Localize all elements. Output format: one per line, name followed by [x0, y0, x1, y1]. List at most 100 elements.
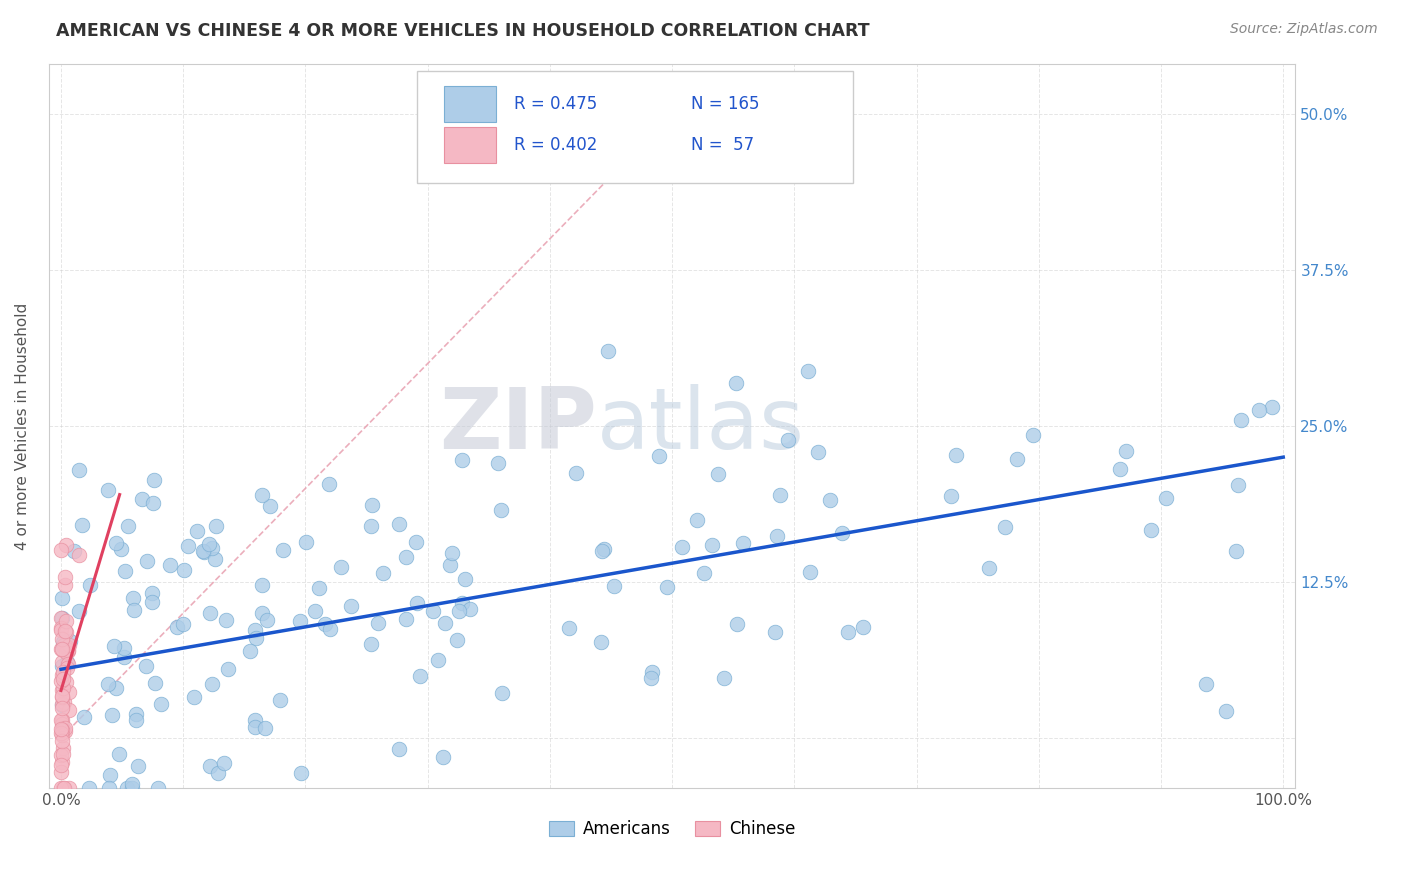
Point [55, 674, 77, 689]
Point [52, 673, 75, 687]
Point [243, 721, 266, 735]
Point [51, 611, 73, 625]
Point [143, 676, 166, 690]
Point [49, 780, 72, 795]
Point [51, 591, 73, 605]
Point [288, 614, 311, 628]
Point [330, 560, 353, 574]
Point [52, 780, 75, 795]
Point [702, 538, 724, 552]
Point [51, 624, 73, 638]
Point [460, 602, 482, 616]
Point [79, 577, 101, 591]
Point [820, 492, 842, 507]
Point [159, 558, 181, 573]
Point [51, 632, 73, 647]
Point [173, 563, 195, 577]
Point [135, 659, 157, 673]
Point [141, 496, 163, 510]
Point [149, 698, 172, 712]
Point [713, 671, 735, 685]
Point [406, 596, 429, 610]
Point [200, 607, 222, 621]
Point [141, 595, 163, 609]
Point [49, 765, 72, 780]
Point [314, 616, 336, 631]
Point [59, 633, 82, 648]
Point [114, 564, 136, 578]
Point [1249, 403, 1271, 417]
Point [55, 661, 77, 675]
Point [254, 722, 277, 736]
Point [51, 741, 73, 756]
Point [55, 645, 77, 659]
Point [131, 492, 153, 507]
Point [49, 611, 72, 625]
Point [49, 642, 72, 657]
Point [117, 519, 139, 533]
Point [941, 489, 963, 503]
Point [769, 488, 792, 502]
Point [558, 621, 581, 635]
Point [360, 637, 382, 651]
Point [440, 546, 463, 560]
Point [693, 566, 716, 580]
Point [451, 596, 474, 610]
Point [53, 723, 76, 738]
Text: Source: ZipAtlas.com: Source: ZipAtlas.com [1230, 22, 1378, 37]
Point [53, 570, 76, 584]
Point [51, 717, 73, 731]
Point [388, 742, 411, 756]
Point [198, 759, 221, 773]
Point [51, 726, 73, 740]
Point [103, 639, 125, 653]
Point [603, 579, 626, 593]
Point [55, 624, 77, 638]
Point [177, 539, 200, 553]
Point [193, 544, 215, 558]
Point [55, 615, 77, 629]
Point [290, 765, 312, 780]
Point [214, 614, 236, 628]
Point [53, 694, 76, 708]
Point [395, 612, 418, 626]
Point [51, 723, 73, 737]
Point [56, 655, 79, 669]
Point [51, 655, 73, 669]
Point [256, 613, 278, 627]
Point [1021, 428, 1043, 442]
Point [367, 615, 389, 630]
Point [51, 698, 73, 712]
Point [110, 542, 132, 557]
Point [685, 513, 707, 527]
Point [408, 669, 430, 683]
Point [73, 710, 96, 724]
Point [491, 686, 513, 700]
Text: R = 0.402: R = 0.402 [513, 136, 598, 154]
Point [52, 747, 75, 761]
Point [70, 518, 93, 533]
Point [201, 677, 224, 691]
Point [308, 582, 330, 596]
Point [51, 683, 73, 698]
Point [51, 659, 73, 673]
Text: atlas: atlas [598, 384, 806, 467]
Point [1227, 478, 1250, 492]
Point [1195, 676, 1218, 690]
Point [51, 689, 73, 703]
Bar [444, 86, 496, 122]
Point [115, 780, 138, 795]
Point [207, 766, 229, 780]
Point [205, 518, 228, 533]
Point [945, 448, 967, 462]
Point [98, 768, 121, 782]
Point [671, 540, 693, 554]
Point [724, 376, 747, 391]
Point [388, 517, 411, 532]
Point [360, 518, 382, 533]
Point [269, 693, 291, 707]
Point [58, 685, 80, 699]
Point [799, 565, 821, 579]
Point [97, 780, 120, 795]
Point [51, 641, 73, 656]
